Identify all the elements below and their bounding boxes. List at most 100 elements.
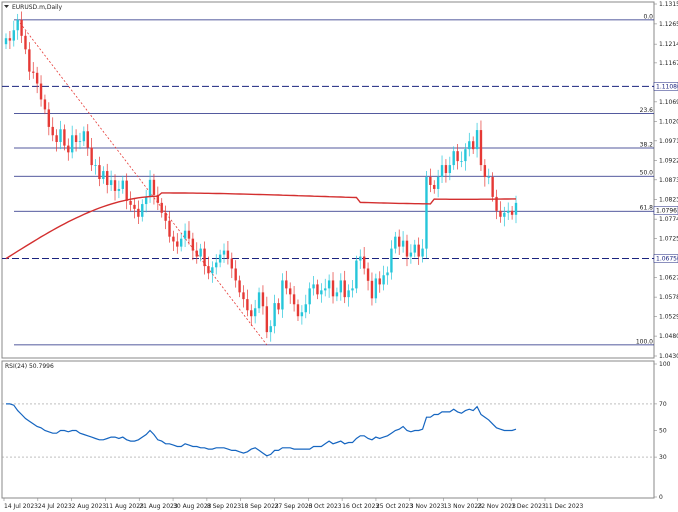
y-tick-label: 1.10690 <box>659 99 678 106</box>
rsi-title: RSI(24) 50.7996 <box>5 363 54 370</box>
candle-body <box>102 171 105 180</box>
candle-body <box>409 252 413 257</box>
candle-body <box>24 35 27 50</box>
candle-body <box>452 151 455 166</box>
candle-body <box>47 109 51 127</box>
candle-body <box>355 260 358 289</box>
candle-body <box>390 248 393 273</box>
y-tick-label: 1.06270 <box>659 275 678 282</box>
candle-body <box>479 130 483 166</box>
candle-body <box>207 266 210 274</box>
candle-body <box>468 141 471 150</box>
candle-body <box>39 83 43 100</box>
rsi-line <box>6 403 517 457</box>
candle-body <box>343 280 346 298</box>
y-tick-label: 1.10200 <box>659 118 678 125</box>
fib-label: 100.0 <box>636 338 653 345</box>
candle-body <box>433 184 436 189</box>
y-tick-label: 1.04300 <box>659 353 678 360</box>
candle-body <box>417 244 420 257</box>
candle-body <box>296 304 300 317</box>
x-tick-label: 11 Aug 2023 <box>105 503 144 510</box>
x-tick-label: 11 Dec 2023 <box>545 503 584 510</box>
candle-body <box>78 141 82 143</box>
candle-body <box>226 250 230 259</box>
candle-body <box>191 238 195 251</box>
candle-body <box>35 72 39 84</box>
candle-body <box>246 299 249 311</box>
candle-body <box>156 194 160 203</box>
x-tick-label: 6 Oct 2023 <box>308 503 341 510</box>
moving-average-line <box>5 192 516 260</box>
candle-body <box>413 244 416 253</box>
ask-price-label: 1.11080 <box>656 83 678 90</box>
candle-body <box>129 200 132 205</box>
candle-body <box>495 196 498 211</box>
candle-body <box>475 130 479 150</box>
candle-body <box>32 71 35 73</box>
support-price-label-box <box>653 254 678 263</box>
candle-body <box>331 280 335 297</box>
candle-body <box>141 204 144 217</box>
candle-body <box>218 254 222 263</box>
candle-body <box>273 303 276 327</box>
y-tick-label: 1.12650 <box>659 21 678 28</box>
candle-body <box>98 165 101 180</box>
candle-body <box>113 180 117 191</box>
candle-body <box>203 248 206 267</box>
candle-body <box>183 230 187 239</box>
candle-body <box>70 135 74 153</box>
candle-body <box>304 304 307 313</box>
candle-body <box>238 280 241 293</box>
candle-body <box>359 256 362 261</box>
candle-body <box>370 280 374 299</box>
x-tick-label: 25 Oct 2023 <box>376 503 413 510</box>
candle-body <box>316 284 319 295</box>
y-tick-label: 1.05780 <box>659 294 678 301</box>
candle-body <box>160 202 163 213</box>
candle-body <box>487 177 490 178</box>
x-tick-label: 2 Aug 2023 <box>72 503 107 510</box>
candle-body <box>440 165 444 178</box>
title-arrow-icon <box>4 5 9 8</box>
candle-body <box>28 49 31 72</box>
candle-body <box>43 99 47 110</box>
x-tick-label: 1 Dec 2023 <box>511 503 546 510</box>
x-tick-label: 16 Oct 2023 <box>342 503 379 510</box>
candle-body <box>386 272 389 276</box>
x-tick-label: 18 Sep 2023 <box>241 503 279 510</box>
candle-body <box>215 262 218 268</box>
candle-body <box>405 240 409 257</box>
candle-body <box>394 236 397 249</box>
candle-body <box>4 38 8 45</box>
candle-body <box>94 165 97 166</box>
candle-body <box>152 179 156 195</box>
candle-body <box>265 306 269 333</box>
rsi-panel-frame <box>1 360 655 499</box>
x-tick-label: 8 Sep 2023 <box>207 503 241 510</box>
candle-body <box>187 230 191 239</box>
candle-body <box>257 292 261 309</box>
candle-body <box>347 290 350 298</box>
candle-body <box>20 19 23 36</box>
candle-body <box>179 238 183 247</box>
price-layer: 0.0 23.6 38.2 50.0 61.8 100.0 <box>2 11 654 345</box>
x-tick-label: 21 Aug 2023 <box>139 503 178 510</box>
x-tick-label: 14 Jul 2023 <box>4 503 38 510</box>
candle-body <box>398 236 401 247</box>
candle-body <box>362 256 366 269</box>
candle-body <box>269 326 272 333</box>
y-tick-label: 1.05290 <box>659 314 678 321</box>
candle-body <box>300 312 304 317</box>
candle-body <box>448 165 452 174</box>
candle-body <box>125 180 128 201</box>
candle-body <box>436 177 440 189</box>
x-tick-label: 13 Nov 2023 <box>444 503 483 510</box>
candle-body <box>12 30 15 41</box>
candle-body <box>172 236 175 242</box>
x-tick-label: 22 Nov 2023 <box>477 503 516 510</box>
candle-body <box>491 177 494 197</box>
y-tick-label: 1.09220 <box>659 157 678 164</box>
candle-body <box>67 145 70 153</box>
